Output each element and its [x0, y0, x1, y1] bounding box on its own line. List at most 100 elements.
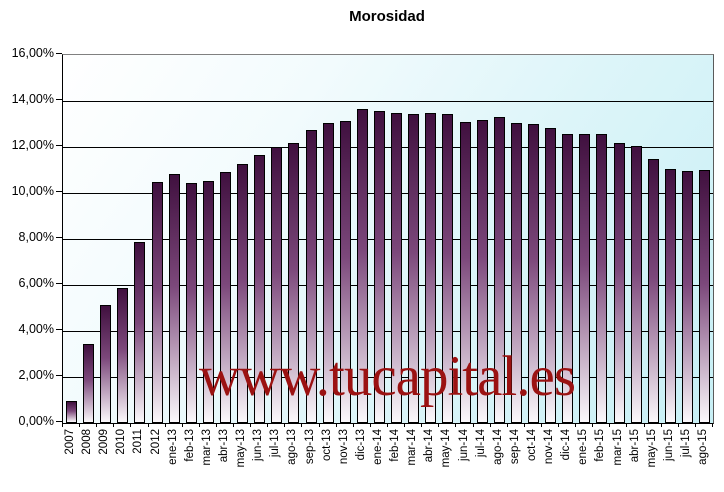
y-tick-label: 2,00% [18, 368, 54, 382]
gridline [63, 147, 713, 148]
y-tick-label: 0,00% [18, 414, 54, 428]
bar [66, 401, 78, 423]
bar-slot [542, 55, 559, 423]
x-label-slot: feb-15 [592, 429, 609, 489]
x-tick-mark [62, 423, 63, 427]
x-axis-label: dic-13 [354, 429, 367, 461]
x-label-slot: jul-14 [473, 429, 490, 489]
x-tick-mark [507, 423, 508, 427]
bar [254, 155, 266, 423]
x-axis-label: 2007 [64, 429, 77, 455]
gridline [63, 239, 713, 240]
x-axis-label: dic-14 [560, 429, 573, 461]
x-axis-label: jun-13 [252, 429, 265, 461]
plot-area [62, 54, 714, 424]
bar [630, 146, 642, 423]
bar [408, 114, 420, 423]
bar-slot [457, 55, 474, 423]
x-tick-mark [284, 423, 285, 427]
x-axis-label: oct-14 [526, 429, 538, 461]
x-axis-label: feb-15 [594, 429, 607, 462]
x-label-slot: abr-13 [216, 429, 233, 489]
x-axis-label: 2010 [115, 429, 128, 455]
x-axis-label: 2012 [149, 429, 162, 455]
bar-slot [63, 55, 80, 423]
x-tick-mark [404, 423, 405, 427]
bar [237, 164, 249, 423]
y-tick-label: 16,00% [11, 46, 54, 60]
bar [459, 122, 471, 423]
x-tick-mark [216, 423, 217, 427]
bar-slot [474, 55, 491, 423]
x-tick-mark [370, 423, 371, 427]
bar [305, 130, 317, 423]
bar [356, 109, 368, 423]
bar [220, 172, 232, 423]
bar-slot [251, 55, 268, 423]
bar-slot [628, 55, 645, 423]
x-label-slot: sep-13 [302, 429, 319, 489]
x-label-slot: 2009 [96, 429, 113, 489]
bar [134, 242, 146, 423]
x-label-slot: mar-14 [404, 429, 421, 489]
bar-slot [200, 55, 217, 423]
x-label-slot: may-14 [438, 429, 455, 489]
y-tick-mark [56, 99, 62, 100]
bar-slot [183, 55, 200, 423]
bar [322, 123, 334, 423]
x-axis-label: abr-13 [218, 429, 231, 463]
x-label-slot: dic-14 [558, 429, 575, 489]
x-tick-mark [592, 423, 593, 427]
x-label-slot: abr-14 [421, 429, 438, 489]
x-tick-mark [387, 423, 388, 427]
x-label-slot: feb-14 [387, 429, 404, 489]
x-axis-label: abr-15 [628, 429, 641, 463]
x-tick-mark [541, 423, 542, 427]
bar-slot [388, 55, 405, 423]
bar-slot [149, 55, 166, 423]
bar-slot [268, 55, 285, 423]
y-tick-mark [56, 421, 62, 422]
x-axis-label: ene-14 [372, 429, 385, 465]
bar [151, 182, 163, 423]
y-tick-mark [56, 53, 62, 54]
bar-slot [559, 55, 576, 423]
x-label-slot: nov-14 [541, 429, 558, 489]
gridline [63, 193, 713, 194]
x-tick-mark [319, 423, 320, 427]
bar-slot [114, 55, 131, 423]
bar-slot [320, 55, 337, 423]
bar [425, 113, 437, 423]
x-label-slot: ene-13 [165, 429, 182, 489]
x-tick-mark [473, 423, 474, 427]
bars-container [63, 55, 713, 423]
bar [442, 114, 454, 423]
bar-slot [354, 55, 371, 423]
x-tick-mark [182, 423, 183, 427]
bar-slot [525, 55, 542, 423]
y-tick-label: 8,00% [18, 230, 54, 244]
x-label-slot: oct-13 [319, 429, 336, 489]
bar-slot [80, 55, 97, 423]
x-label-slot: sep-14 [507, 429, 524, 489]
bar [288, 143, 300, 423]
x-label-slot: 2012 [148, 429, 165, 489]
x-axis-label: jun-15 [662, 429, 675, 461]
x-axis-label: abr-14 [423, 429, 436, 463]
x-tick-mark [712, 423, 713, 427]
x-axis-label: sep-13 [303, 429, 316, 465]
x-tick-mark [267, 423, 268, 427]
x-tick-mark [558, 423, 559, 427]
x-axis-label: mar-14 [406, 429, 419, 466]
x-tick-mark [148, 423, 149, 427]
y-tick-label: 12,00% [11, 138, 54, 152]
y-tick-label: 14,00% [11, 92, 54, 106]
bar-slot [97, 55, 114, 423]
x-axis-label: mar-13 [200, 429, 213, 466]
x-tick-mark [199, 423, 200, 427]
x-label-slot: mar-13 [199, 429, 216, 489]
y-tick-mark [56, 375, 62, 376]
y-tick-mark [56, 191, 62, 192]
bar [647, 159, 659, 423]
x-label-slot: may-13 [233, 429, 250, 489]
